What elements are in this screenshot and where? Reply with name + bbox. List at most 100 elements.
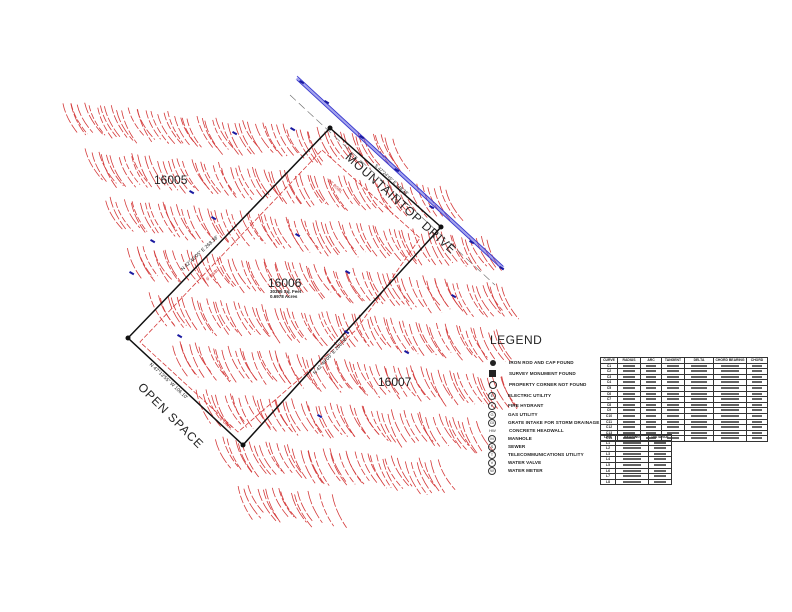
- contour-line: [201, 117, 218, 148]
- contour-line: [110, 105, 128, 138]
- contour-line: [293, 220, 311, 253]
- contour-line: [400, 278, 417, 308]
- contour-line: [410, 413, 428, 442]
- legend-label: PROPERTY CORNER NOT FOUND: [509, 382, 587, 387]
- contour-line: [438, 413, 457, 444]
- legend-label: CONCRETE HEADWALL: [509, 428, 564, 433]
- contour-line: [349, 404, 366, 434]
- headwall-icon: HW: [489, 428, 496, 433]
- contour-line: [263, 169, 282, 199]
- contour-line: [300, 403, 319, 434]
- contour-line: [109, 155, 127, 187]
- table-row: L2: [600, 445, 672, 452]
- contour-line: [284, 169, 302, 205]
- contour-line: [309, 175, 327, 205]
- contour-line: [316, 126, 333, 159]
- survey-marker: [451, 294, 457, 299]
- contour-line: [445, 328, 463, 361]
- contour-line: [84, 148, 103, 181]
- contour-line: [181, 208, 197, 240]
- contour-line: [390, 409, 407, 443]
- contour-line: [427, 231, 443, 265]
- legend-item: M MANHOLE: [488, 434, 532, 443]
- table-row: C6: [600, 390, 768, 398]
- survey-marker: [232, 131, 238, 136]
- contour-line: [329, 402, 349, 437]
- contour-line: [221, 122, 240, 156]
- contour-line: [172, 345, 188, 377]
- contour-line: [284, 260, 301, 292]
- contour-line: [415, 322, 434, 355]
- table-cell: [746, 407, 768, 414]
- table-cell: [746, 401, 768, 409]
- contour-line: [261, 304, 277, 338]
- contour-line: [251, 352, 267, 385]
- contour-line: [231, 213, 250, 247]
- contour-line: [374, 315, 392, 348]
- contour-line: [200, 161, 219, 195]
- parcel-label-16005: 16005: [154, 173, 188, 187]
- contour-line: [296, 354, 314, 384]
- water-meter-icon: W: [488, 466, 496, 475]
- contour-line: [314, 175, 329, 206]
- contour-line: [262, 122, 279, 153]
- contour-line: [131, 156, 148, 188]
- contour-line: [410, 462, 428, 496]
- contour-line: [97, 107, 114, 140]
- legend-title: LEGEND: [490, 333, 543, 347]
- contour-line: [466, 284, 485, 316]
- contour-line: [335, 271, 354, 304]
- contour-line: [194, 254, 211, 289]
- sewer-icon: S: [488, 442, 496, 451]
- table-cell: [684, 435, 714, 442]
- contour-line: [323, 176, 340, 208]
- contour-line: [162, 161, 179, 191]
- contour-line: [255, 308, 271, 337]
- contour-line: [390, 455, 409, 487]
- contour-line: [418, 323, 437, 356]
- telecom-icon: T: [488, 450, 496, 459]
- area-acres: 0.6978 Acres: [270, 294, 298, 299]
- water-valve-icon: V: [488, 458, 496, 467]
- contour-line: [142, 246, 159, 277]
- contour-line: [326, 311, 344, 345]
- contour-line: [383, 317, 399, 350]
- contour-line: [206, 255, 223, 290]
- contour-line: [342, 313, 360, 343]
- legend-item: V WATER VALVE: [488, 458, 541, 467]
- legend-item: F FIRE HYDRANT: [488, 401, 543, 410]
- contour-line: [349, 361, 366, 395]
- contour-line: [284, 445, 303, 478]
- table-row: C7: [600, 396, 768, 403]
- contour-line: [416, 183, 432, 215]
- contour-line: [382, 458, 398, 491]
- contour-line: [263, 261, 281, 295]
- contour-line: [286, 129, 305, 159]
- contour-line: [136, 246, 154, 278]
- contour-line: [235, 167, 253, 201]
- contour-line: [300, 218, 319, 249]
- table-header: TANGENT: [661, 357, 685, 364]
- contour-line: [242, 120, 261, 149]
- table-row: L4: [600, 456, 672, 463]
- contour-line: [287, 218, 304, 252]
- contour-line: [263, 258, 283, 291]
- contour-line: [308, 405, 324, 437]
- contour-line: [157, 114, 176, 145]
- contour-line: [306, 131, 322, 166]
- contour-line: [270, 171, 288, 205]
- contour-line: [437, 369, 453, 399]
- legend-label: TELECOMMUNICATIONS UTILITY: [508, 452, 584, 457]
- contour-line: [198, 346, 217, 381]
- contour-line: [237, 302, 256, 332]
- contour-line: [366, 271, 384, 305]
- contour-line: [208, 346, 227, 378]
- table-row: C1: [600, 362, 768, 370]
- contour-line: [212, 119, 229, 150]
- contour-line: [324, 223, 341, 254]
- table-cell: [746, 362, 768, 370]
- parcel-label-16006: 16006: [268, 276, 302, 290]
- contour-line: [191, 296, 207, 331]
- contour-line: [291, 262, 308, 292]
- contour-line: [346, 271, 365, 302]
